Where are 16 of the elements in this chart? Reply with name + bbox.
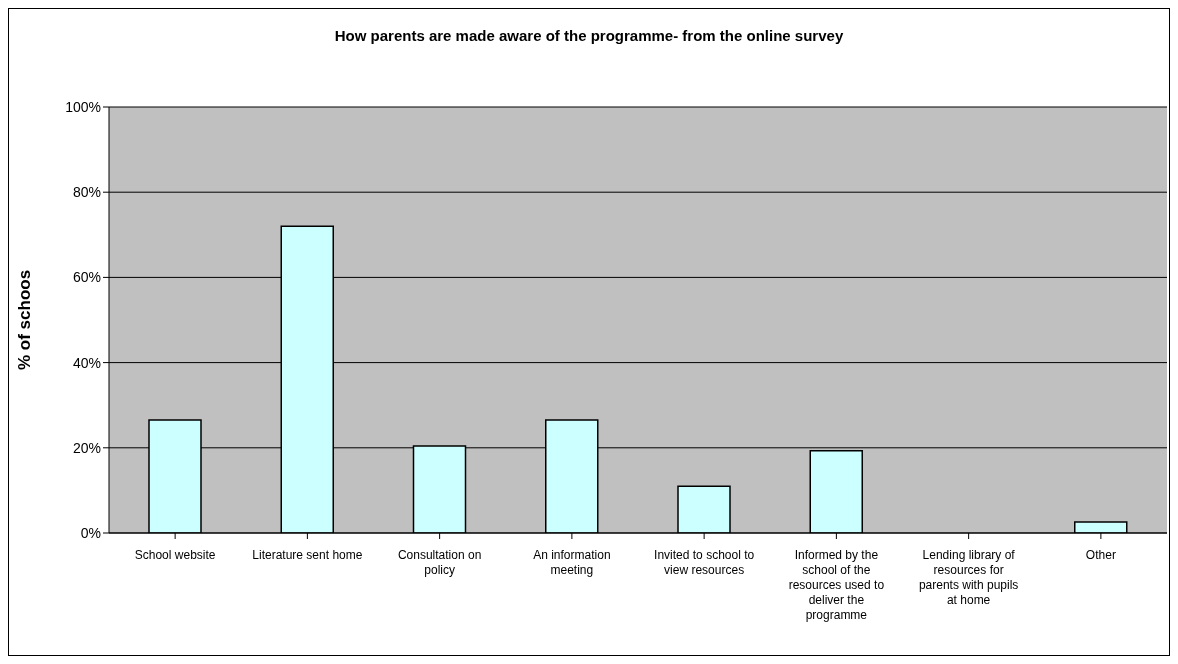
x-tick-label: School website (134, 548, 216, 562)
y-tick-label: 20% (72, 439, 101, 456)
x-tick-label: Other (1085, 548, 1116, 562)
y-tick-label: 100% (65, 98, 101, 115)
y-tick-label: 60% (72, 269, 101, 286)
x-tick-label: Literature sent home (252, 548, 363, 562)
x-tick-label: Lending library of resources for parents with pupils at home (918, 548, 1019, 607)
y-tick-label: 40% (72, 354, 101, 371)
x-tick-label: An information meeting (533, 548, 611, 577)
y-tick-label: 80% (72, 184, 101, 201)
x-tick-label: Consultation on policy (397, 548, 482, 577)
y-tick-label: 0% (80, 524, 101, 541)
y-axis-title: % of schoos (15, 269, 35, 370)
x-tick-label: Informed by the school of the resources used to deliver the programme (788, 548, 885, 622)
x-tick-label: Invited to school to view resources (654, 548, 755, 577)
chart-title: How parents are made aware of the programme- from the online survey (333, 27, 845, 44)
